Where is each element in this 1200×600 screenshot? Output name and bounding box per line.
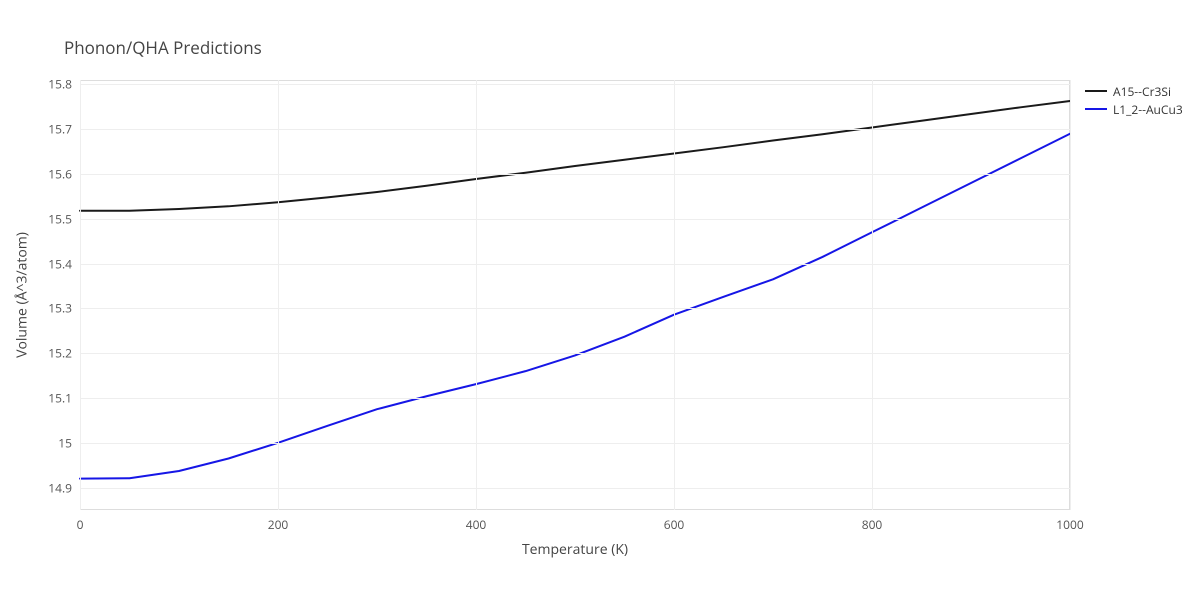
- x-tick-label: 1000: [1056, 516, 1083, 533]
- legend-item[interactable]: L1_2--AuCu3: [1085, 100, 1183, 118]
- y-tick-label: 14.9: [48, 479, 72, 496]
- x-tick-label: 800: [862, 516, 883, 533]
- line-layer: [80, 80, 1070, 510]
- y-tick-label: 15.2: [48, 345, 72, 362]
- x-tick-label: 0: [77, 516, 84, 533]
- x-gridline: [674, 80, 675, 510]
- y-gridline: [80, 219, 1070, 220]
- y-axis-label: Volume (Å^3/atom): [13, 232, 32, 358]
- x-axis-label: Temperature (K): [522, 540, 628, 559]
- y-gridline: [80, 308, 1070, 309]
- y-gridline: [80, 398, 1070, 399]
- x-gridline: [872, 80, 873, 510]
- y-gridline: [80, 353, 1070, 354]
- y-gridline: [80, 174, 1070, 175]
- y-tick-label: 15.3: [48, 300, 72, 317]
- y-gridline: [80, 443, 1070, 444]
- x-tick-label: 200: [268, 516, 289, 533]
- y-tick-label: 15.1: [48, 390, 72, 407]
- legend-label: A15--Cr3Si: [1113, 83, 1171, 100]
- legend: A15--Cr3SiL1_2--AuCu3: [1085, 82, 1183, 118]
- chart-title: Phonon/QHA Predictions: [64, 36, 262, 59]
- x-gridline: [80, 80, 81, 510]
- x-gridline: [278, 80, 279, 510]
- legend-swatch: [1085, 108, 1107, 110]
- x-tick-label: 600: [664, 516, 685, 533]
- x-tick-label: 400: [466, 516, 487, 533]
- x-gridline: [1070, 80, 1071, 510]
- plot-area: Temperature (K) Volume (Å^3/atom) 020040…: [80, 80, 1070, 510]
- x-gridline: [476, 80, 477, 510]
- y-gridline: [80, 264, 1070, 265]
- legend-label: L1_2--AuCu3: [1113, 101, 1183, 118]
- y-gridline: [80, 488, 1070, 489]
- y-gridline: [80, 129, 1070, 130]
- series-line: [80, 134, 1070, 479]
- legend-item[interactable]: A15--Cr3Si: [1085, 82, 1183, 100]
- y-tick-label: 15.4: [48, 255, 72, 272]
- y-tick-label: 15.8: [48, 76, 72, 93]
- chart-container: Phonon/QHA Predictions Temperature (K) V…: [0, 0, 1200, 600]
- y-gridline: [80, 84, 1070, 85]
- legend-swatch: [1085, 90, 1107, 92]
- y-tick-label: 15.7: [48, 121, 72, 138]
- y-tick-label: 15.5: [48, 210, 72, 227]
- y-tick-label: 15.6: [48, 166, 72, 183]
- y-tick-label: 15: [58, 434, 72, 451]
- series-line: [80, 101, 1070, 211]
